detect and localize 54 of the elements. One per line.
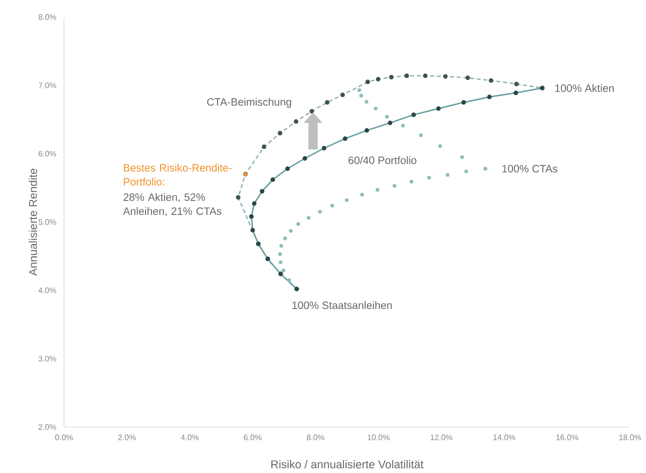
point [464, 170, 468, 174]
point [296, 222, 300, 226]
annotation: 100% Staatsanleihen [292, 301, 392, 310]
y-tick-label: 6.0% [38, 150, 56, 157]
x-tick-label: 18.0% [619, 434, 642, 440]
point [401, 124, 405, 128]
y-tick-label: 2.0% [38, 424, 56, 430]
y-tick-label: 3.0% [38, 356, 56, 362]
x-tick-label: 16.0% [556, 434, 578, 440]
x-tick-label: 8.0% [306, 434, 324, 440]
annotation: 100% Aktien [555, 84, 614, 92]
point [446, 173, 450, 177]
y-tick-label: 7.0% [38, 82, 56, 88]
x-tick-label: 10.0% [368, 434, 390, 440]
point [385, 114, 389, 119]
x-tick-label: 14.0% [493, 434, 516, 440]
point [360, 192, 364, 197]
point [279, 244, 284, 248]
point [419, 133, 423, 138]
annotation: Bestes Risiko-Rendite-Portfolio: [124, 164, 232, 186]
y-tick-label: 5.0% [38, 219, 56, 225]
point [359, 94, 364, 98]
annotation: 100% CTAs [502, 165, 558, 173]
x-tick-label: 0.0% [55, 434, 73, 440]
point [283, 236, 287, 240]
point [278, 260, 283, 264]
point [364, 100, 368, 104]
point [374, 106, 378, 111]
point [410, 180, 414, 184]
point [278, 252, 282, 256]
annotation: CTA-Beimischung [207, 98, 292, 108]
point [460, 155, 464, 160]
point [282, 268, 286, 272]
annotation: 60/40 Portfolio [348, 156, 416, 164]
point [427, 176, 431, 180]
point [288, 229, 293, 233]
point [376, 188, 380, 192]
point [330, 204, 334, 208]
point [344, 198, 349, 202]
x-tick-label: 6.0% [244, 434, 262, 440]
y-tick-label: 8.0% [38, 14, 56, 20]
point [318, 210, 322, 214]
point [306, 216, 311, 220]
point [438, 144, 442, 148]
point [357, 88, 362, 92]
point [392, 184, 396, 188]
x-tick-label: 4.0% [180, 434, 199, 440]
x-tick-label: 2.0% [118, 434, 136, 440]
x-axis-title: Risiko / annualisierte Volatilität [271, 460, 424, 468]
annotation: 28% Aktien, 52% Anleihen, 21% CTAs [123, 193, 222, 216]
y-tick-label: 4.0% [38, 288, 56, 294]
x-tick-label: 12.0% [430, 434, 452, 440]
y-axis-title: Annualisierte Rendite [28, 168, 38, 276]
point [287, 278, 292, 282]
